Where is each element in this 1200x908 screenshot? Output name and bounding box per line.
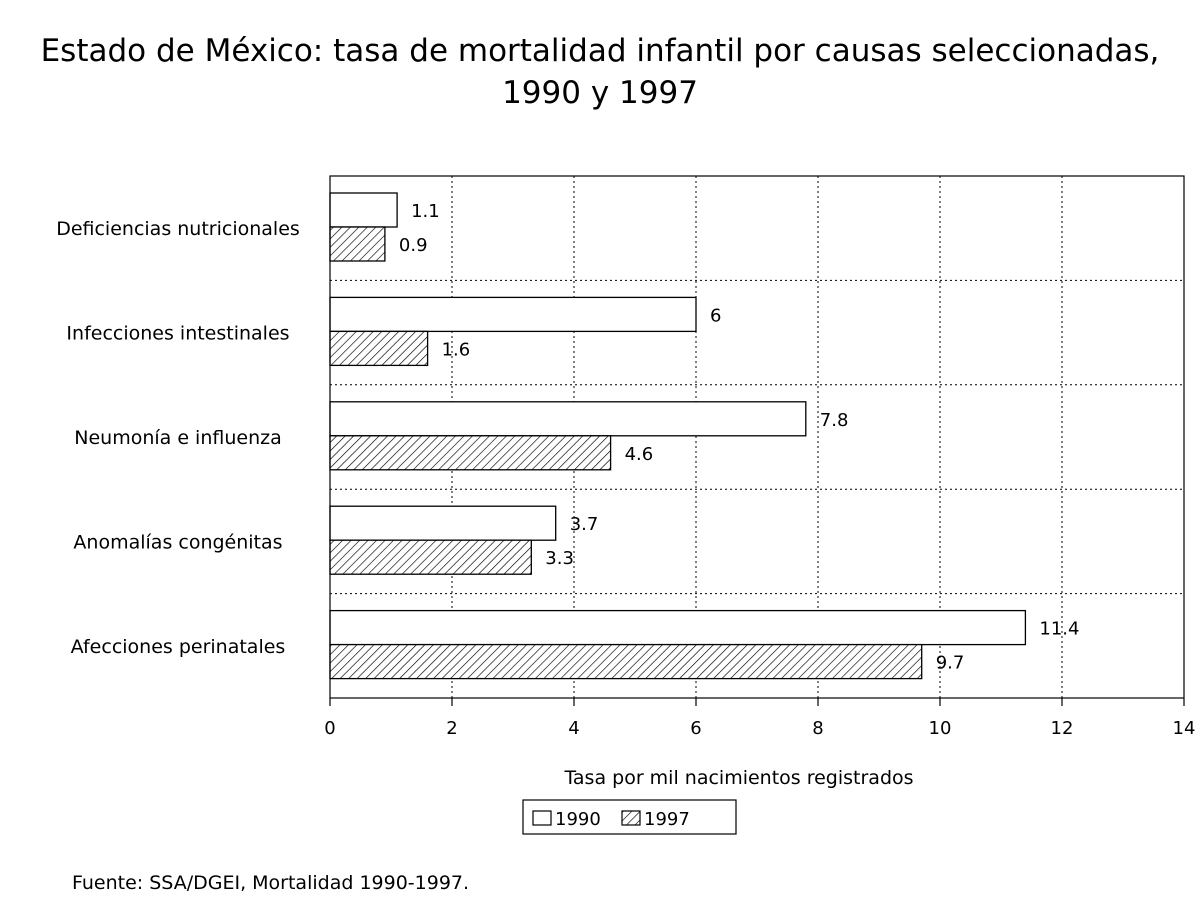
bar-1990 [329, 192, 398, 228]
data-label-1997: 1.6 [442, 339, 471, 360]
category-label: Anomalías congénitas [73, 531, 282, 553]
category-label: Infecciones intestinales [66, 323, 289, 345]
labels: 0 2 4 6 8 10 12 14 Deficiencias nutricionales Inf… [56, 201, 1195, 739]
x-tick-label: 10 [929, 718, 952, 739]
data-label-1990: 3.7 [570, 514, 599, 535]
x-tick-label: 0 [324, 718, 335, 739]
bar-1997 [329, 435, 612, 471]
bar-1997 [329, 226, 386, 262]
bar-1990 [329, 609, 1027, 646]
chart-title: Estado de México: tasa de mortalidad inf… [40, 33, 1160, 111]
bar-1997 [329, 330, 429, 367]
plot-frame [329, 175, 1185, 699]
source-note: Fuente: SSA/DGEI, Mortalidad 1990-1997. [72, 872, 470, 894]
bar-1990 [329, 296, 697, 333]
category-label: Deficiencias nutricionales [56, 218, 300, 240]
data-label-1990: 7.8 [820, 410, 849, 431]
bar-1990 [329, 505, 557, 541]
bar-1997 [329, 643, 923, 680]
legend-swatch-1997 [621, 810, 641, 826]
x-tick-label: 14 [1173, 718, 1196, 739]
legend-label-1990: 1990 [555, 809, 601, 830]
category-label: Neumonía e influenza [74, 427, 282, 449]
data-label-1997: 9.7 [936, 653, 965, 674]
category-label: Afecciones perinatales [71, 636, 286, 658]
data-label-1997: 3.3 [545, 548, 574, 569]
bar-chart: 0 2 4 6 8 10 12 14 Deficiencias nutricionales Inf… [56, 175, 1195, 835]
x-axis-label: Tasa por mil nacimientos registrados [563, 767, 913, 789]
x-tick-label: 6 [690, 718, 701, 739]
data-label-1997: 4.6 [625, 444, 654, 465]
data-label-1990: 11.4 [1039, 619, 1079, 640]
data-label-1997: 0.9 [399, 235, 428, 256]
bar-1990 [329, 401, 807, 437]
data-label-1990: 1.1 [411, 201, 440, 222]
bar-1997 [329, 539, 532, 575]
x-tick-label: 4 [568, 718, 579, 739]
legend-label-1997: 1997 [644, 809, 690, 830]
legend: 1990 1997 [522, 799, 737, 835]
bars [329, 192, 1027, 680]
x-tick-label: 12 [1051, 718, 1074, 739]
data-label-1990: 6 [710, 305, 721, 326]
x-tick-label: 8 [812, 718, 823, 739]
x-tick-label: 2 [446, 718, 457, 739]
legend-swatch-1990 [532, 810, 552, 826]
